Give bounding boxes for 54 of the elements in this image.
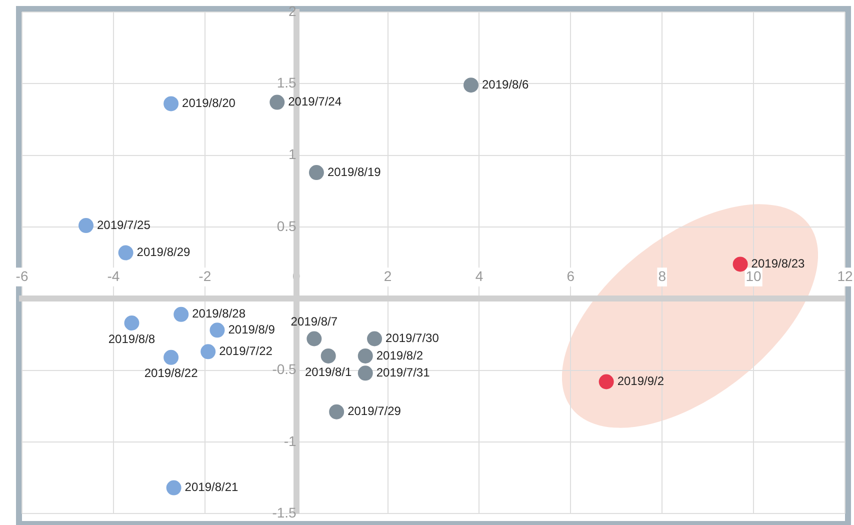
y-tick-label: 0.5 (276, 218, 297, 234)
x-tick-label: 8 (658, 268, 666, 284)
y-tick-label: 1 (288, 146, 297, 162)
point (367, 331, 382, 346)
x-tick-label: 10 (746, 268, 762, 284)
point (174, 306, 189, 322)
annotation: 2019/7/29 (348, 404, 402, 418)
x-tick-label: 2 (384, 268, 392, 284)
point (598, 374, 614, 390)
point (78, 218, 94, 234)
annotation: 2019/9/2 (617, 374, 664, 388)
annotation: 2019/8/9 (228, 322, 276, 336)
x-tick-label: -6 (16, 268, 28, 284)
point (358, 348, 373, 364)
point (463, 78, 478, 93)
annotation: 2019/8/28 (192, 306, 246, 321)
annotation: 2019/8/7 (290, 314, 338, 329)
x-tick-label: -4 (107, 268, 120, 284)
point (308, 165, 324, 180)
point (118, 245, 134, 260)
point (124, 315, 140, 330)
annotation: 2019/7/31 (376, 365, 430, 380)
point (200, 344, 216, 360)
annotation: 2019/8/8 (108, 332, 156, 346)
point (320, 348, 336, 364)
annotation: 2019/8/29 (136, 245, 190, 260)
y-tick-label: -1 (284, 432, 297, 449)
point (358, 366, 373, 381)
annotation: 2019/7/22 (219, 344, 273, 358)
point (329, 404, 344, 420)
point (210, 322, 225, 338)
y-tick-label: -1.5 (272, 504, 297, 520)
annotation: 2019/7/24 (288, 94, 342, 109)
x-tick-label: 6 (566, 268, 575, 284)
annotation: 2019/7/25 (97, 218, 151, 232)
y-tick-label: 1.5 (276, 74, 297, 91)
annotation: 2019/7/30 (386, 331, 440, 346)
annotation: 2019/8/1 (304, 364, 352, 379)
y-tick-label: -0.5 (272, 361, 297, 378)
x-tick-label: 12 (837, 268, 853, 284)
point (306, 331, 322, 346)
annotation: 2019/8/20 (182, 96, 236, 110)
annotation: 2019/8/21 (184, 480, 239, 494)
x-tick-label: 4 (475, 268, 484, 284)
point (270, 94, 285, 110)
annotation: 2019/8/2 (376, 348, 424, 362)
point (732, 256, 748, 272)
annotation: 2019/8/22 (144, 366, 198, 380)
point (164, 350, 179, 365)
annotation: 2019/8/6 (482, 77, 530, 92)
annotation: 2019/8/19 (327, 164, 382, 179)
point (166, 480, 182, 496)
x-tick-label: -2 (198, 268, 212, 284)
point (164, 96, 179, 112)
